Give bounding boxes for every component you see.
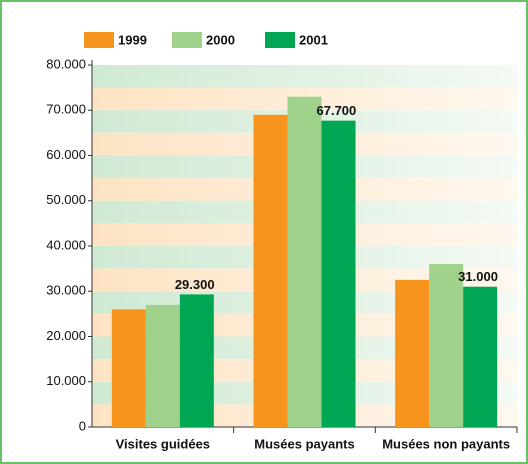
y-tick-label: 60.000 [46, 147, 86, 162]
y-tick-label: 0 [79, 418, 86, 433]
bar [395, 279, 430, 427]
bar [429, 264, 464, 427]
y-tick-label: 70.000 [46, 102, 86, 117]
legend-swatch [172, 32, 202, 48]
y-tick-label: 20.000 [46, 328, 86, 343]
y-tick-label: 40.000 [46, 237, 86, 252]
legend-label: 2000 [206, 32, 235, 47]
legend-label: 2001 [299, 32, 328, 47]
data-label: 29.300 [175, 277, 215, 292]
legend-label: 1999 [118, 32, 147, 47]
data-label: 31.000 [458, 269, 498, 284]
y-tick-label: 80.000 [46, 56, 86, 71]
legend-swatch [265, 32, 295, 48]
bar [463, 286, 498, 427]
bar [111, 309, 146, 427]
data-label: 67.700 [317, 103, 357, 118]
x-tick-label: Musées payants [254, 436, 354, 451]
bar [145, 304, 180, 427]
band [92, 65, 517, 88]
bar [253, 114, 288, 428]
y-tick-label: 50.000 [46, 192, 86, 207]
y-tick-label: 10.000 [46, 373, 86, 388]
bar [321, 120, 356, 427]
y-tick-label: 30.000 [46, 283, 86, 298]
legend-swatch [84, 32, 114, 48]
bar [179, 294, 214, 427]
x-tick-label: Musées non payants [382, 436, 510, 451]
x-tick-label: Visites guidées [116, 436, 210, 451]
bar [287, 96, 322, 428]
